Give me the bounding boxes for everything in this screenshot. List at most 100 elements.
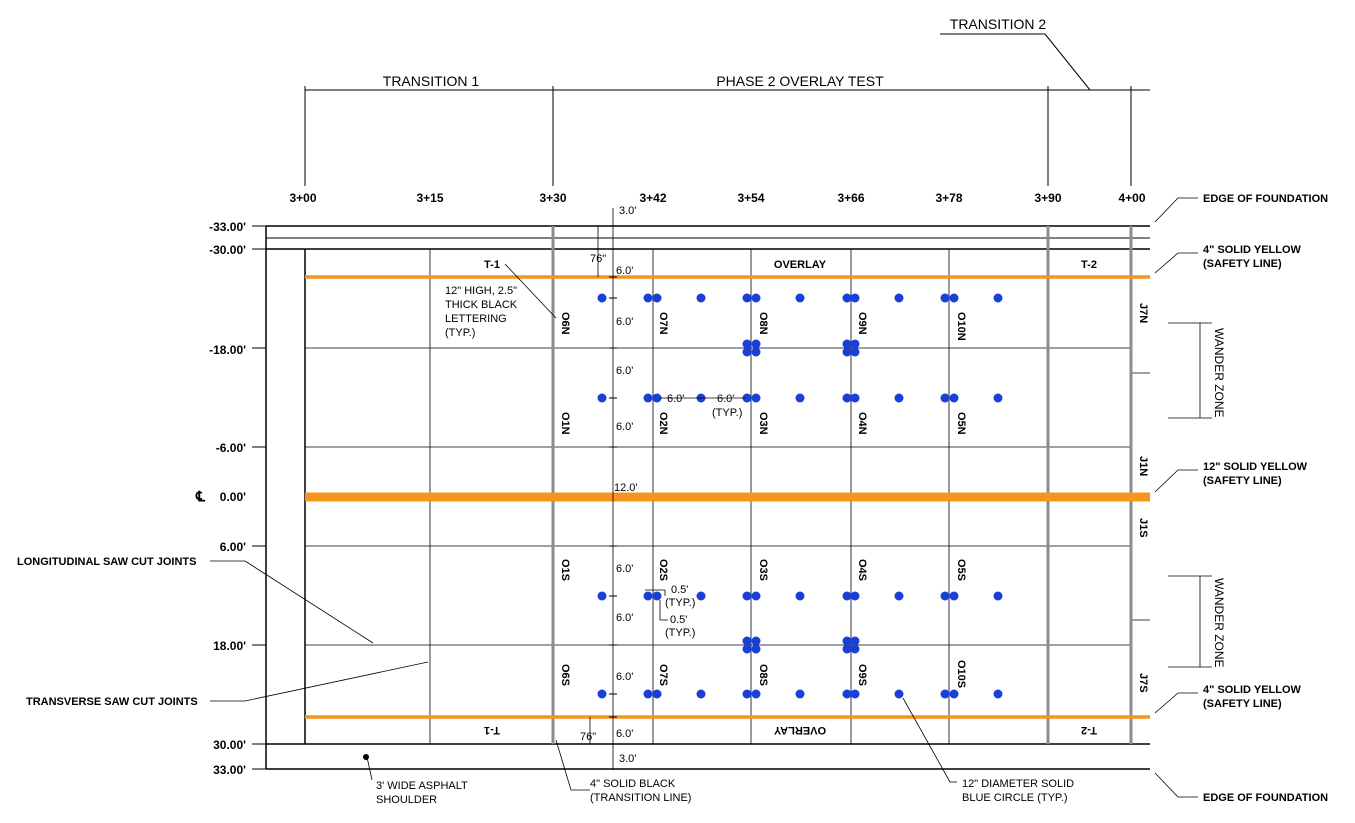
wander-zone-top: WANDER ZONE [1212, 328, 1226, 418]
station-label: 3+90 [1034, 191, 1061, 205]
blue-circle [949, 293, 959, 303]
blue-circle [940, 393, 950, 403]
blue-circle [742, 636, 752, 646]
blue-circle [949, 591, 959, 601]
panel-label: O2S [657, 559, 669, 581]
grid-lines [305, 249, 1150, 744]
marker-overlay: OVERLAY [774, 259, 827, 271]
chain-ticks [609, 225, 617, 770]
dim-label: 6.0' [616, 421, 633, 433]
blue-circle [751, 293, 761, 303]
blue-circle [696, 293, 706, 303]
blue-circle [751, 393, 761, 403]
blue-circle [850, 293, 860, 303]
black-line-note: (TRANSITION LINE) [590, 792, 691, 804]
blue-circle [751, 689, 761, 699]
offset-label: -6.00' [216, 441, 246, 455]
blue-circle [597, 689, 607, 699]
blue-circle-note: 12" DIAMETER SOLID [962, 778, 1074, 790]
yellow4-bottom: (SAFETY LINE) [1203, 698, 1282, 710]
dim-label: 6.0' [616, 265, 633, 277]
blue-circle [894, 293, 904, 303]
blue-circle [850, 689, 860, 699]
spacing-label: 6.0' [667, 393, 684, 405]
panel-label: O1S [559, 559, 571, 581]
offset-label: -18.00' [209, 343, 246, 357]
panel-labels-south: O1S O2S O3S O4S O5S O6S O7S O8S O9S O10S [559, 559, 967, 688]
header-dimensions [304, 33, 1150, 186]
transition1-label: TRANSITION 1 [383, 73, 480, 89]
offset-callout-label: 0.5' [671, 584, 688, 596]
blue-circle [850, 636, 860, 646]
blue-circle [850, 347, 860, 357]
panel-label: O2N [657, 412, 669, 435]
marker-t2: T-2 [1081, 259, 1097, 271]
blue-circle [842, 591, 852, 601]
centerline-symbol: ℄ [195, 488, 206, 504]
edge-foundation-bottom: EDGE OF FOUNDATION [1203, 792, 1328, 804]
safety-lines [305, 275, 1150, 719]
station-label: 3+30 [539, 191, 566, 205]
blue-circle [643, 393, 653, 403]
panel-label: O9S [856, 664, 868, 686]
dim-label: 6.0' [616, 316, 633, 328]
blue-circle [940, 591, 950, 601]
blue-circle [842, 339, 852, 349]
wander-zone-bottom: WANDER ZONE [1212, 578, 1226, 668]
station-label: 3+42 [639, 191, 666, 205]
offset-label: -33.00' [209, 220, 246, 234]
blue-circle [894, 689, 904, 699]
dim-label: 6.0' [616, 365, 633, 377]
shoulder-marker [363, 754, 369, 760]
blue-circle [894, 393, 904, 403]
edge-foundation-top: EDGE OF FOUNDATION [1203, 193, 1328, 205]
blue-circle [652, 591, 662, 601]
blue-circle [742, 347, 752, 357]
dim-label: 6.0' [616, 728, 633, 740]
blue-circle [597, 293, 607, 303]
offset-ticks [252, 225, 266, 770]
blue-circle [652, 293, 662, 303]
panel-label: O3S [757, 559, 769, 581]
blue-circle [993, 293, 1003, 303]
blue-circle [742, 293, 752, 303]
annotation-labels: 12" HIGH, 2.5" THICK BLACK LETTERING (TY… [17, 193, 1328, 806]
blue-circle [795, 591, 805, 601]
panel-label: O9N [856, 312, 868, 335]
blue-circle [993, 689, 1003, 699]
dim-label: 76" [590, 253, 606, 265]
station-label: 3+78 [935, 191, 962, 205]
blue-circle [652, 393, 662, 403]
offset-callouts [645, 589, 668, 621]
blue-circle [643, 689, 653, 699]
lettering-note: (TYP.) [445, 327, 475, 339]
blue-circle [842, 644, 852, 654]
blue-circle [597, 591, 607, 601]
blue-circle [751, 591, 761, 601]
panel-labels-north: O6N O7N O8N O9N O10N O1N O2N O3N O4N O5N [559, 312, 967, 435]
joint-label: J7N [1137, 303, 1149, 323]
marker-overlay-inverted: OVERLAY [773, 724, 826, 736]
blue-circle [842, 347, 852, 357]
panel-label: O10S [955, 660, 967, 688]
leader-lines [210, 197, 1212, 798]
blue-circle [894, 591, 904, 601]
blue-circle [751, 644, 761, 654]
blue-circle [643, 591, 653, 601]
lettering-note: LETTERING [445, 313, 507, 325]
lettering-note: THICK BLACK [445, 299, 518, 311]
dim-label: 3.0' [619, 205, 636, 217]
blue-circle [742, 689, 752, 699]
spacing-label: 6.0' [717, 393, 734, 405]
offset-callout-typ: (TYP.) [665, 627, 695, 639]
station-label: 3+54 [737, 191, 764, 205]
joint-label: J7S [1137, 673, 1149, 693]
foundation-lines [265, 225, 1150, 770]
offset-callout-typ: (TYP.) [665, 597, 695, 609]
blue-circle [751, 339, 761, 349]
offset-labels: -33.00' -30.00' -18.00' -6.00' 0.00' 6.0… [209, 220, 246, 777]
dim-label: 6.0' [616, 612, 633, 624]
offset-label: 18.00' [213, 639, 246, 653]
panel-label: O10N [955, 312, 967, 341]
blue-circle [993, 591, 1003, 601]
